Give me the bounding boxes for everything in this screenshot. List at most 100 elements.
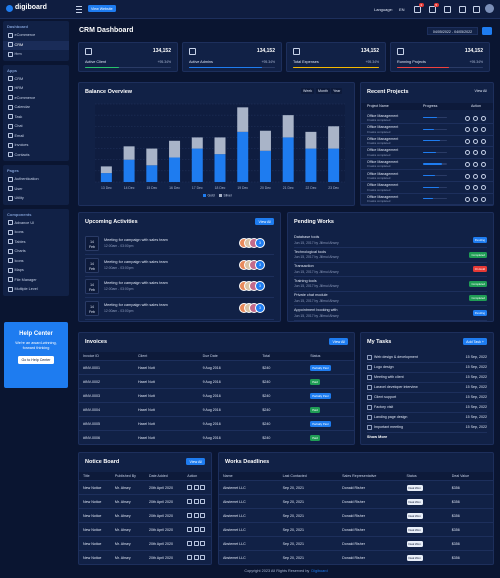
view-all-button[interactable]: View All [186, 458, 205, 465]
topbar-icon[interactable] [429, 5, 436, 13]
action-icon[interactable] [200, 527, 206, 532]
action-icon[interactable] [465, 161, 470, 167]
sidebar-item[interactable]: CRM [3, 75, 69, 85]
task-checkbox[interactable] [367, 365, 372, 370]
action-icon[interactable] [473, 173, 478, 179]
action-icon[interactable] [481, 185, 486, 191]
sidebar-item[interactable]: Hrm [3, 50, 69, 60]
period-tab[interactable]: Week [301, 88, 315, 94]
action-icon[interactable] [481, 161, 486, 167]
task-checkbox[interactable] [367, 425, 372, 430]
view-all-button[interactable]: View All [255, 218, 274, 225]
action-icon[interactable] [465, 173, 470, 179]
language[interactable]: EN [399, 6, 405, 12]
sidebar-item[interactable]: Utility [3, 194, 69, 204]
calendar-button[interactable] [482, 27, 492, 35]
action-icon[interactable] [473, 196, 478, 202]
show-more-link[interactable]: Show More [367, 435, 388, 439]
help-button[interactable]: Go to Help Center [17, 356, 55, 364]
topbar-icon[interactable] [473, 5, 480, 13]
action-icon[interactable] [200, 485, 206, 490]
action-icon[interactable] [481, 173, 486, 179]
action-icon[interactable] [465, 150, 470, 156]
action-icon[interactable] [465, 196, 470, 202]
menu-toggle[interactable] [76, 6, 82, 13]
action-icon[interactable] [200, 555, 206, 561]
action-icon[interactable] [465, 138, 470, 144]
action-icon[interactable] [481, 115, 486, 121]
action-icon[interactable] [187, 485, 193, 490]
action-icon[interactable] [481, 196, 486, 202]
sidebar-item[interactable]: eCommerce [3, 31, 69, 41]
sidebar-item[interactable]: Maps [3, 266, 69, 276]
sidebar-item[interactable]: Advance UI [3, 219, 69, 229]
sidebar-item[interactable]: Invoices [3, 141, 69, 151]
task-checkbox[interactable] [367, 355, 372, 360]
action-icon[interactable] [187, 499, 193, 504]
action-icon[interactable] [187, 513, 193, 518]
view-all-button[interactable]: View All [329, 338, 348, 345]
task-checkbox[interactable] [367, 375, 372, 380]
sidebar-item[interactable]: File Manager [3, 276, 69, 286]
work-meta: Jun 15, 2017 by Jiilmul Ahsey [294, 313, 339, 318]
action-icon[interactable] [473, 185, 478, 191]
topbar-icon[interactable] [459, 5, 466, 13]
action-icon[interactable] [473, 150, 478, 156]
action-icon[interactable] [465, 185, 470, 191]
action-icon[interactable] [473, 138, 478, 144]
sidebar-item[interactable]: Chat [3, 122, 69, 132]
action-icon[interactable] [481, 127, 486, 133]
action-icon[interactable] [473, 115, 478, 121]
sidebar-item[interactable]: HRM [3, 84, 69, 94]
action-icon[interactable] [465, 127, 470, 133]
action-icon[interactable] [193, 513, 199, 518]
sidebar-item[interactable]: Icons [3, 257, 69, 267]
task-checkbox[interactable] [367, 415, 372, 420]
view-all-link[interactable]: View All [474, 89, 487, 93]
table-row: #INV-0002 Haxel Nutt 9 Aug 2016 $240 Paid [79, 374, 354, 389]
action-icon[interactable] [481, 138, 486, 144]
date-range[interactable]: 04/05/2022 - 04/05/2022 [427, 27, 478, 35]
action-icon[interactable] [187, 527, 193, 532]
table-cell: Mr. Ahsey [110, 480, 145, 495]
sidebar-item[interactable]: Authentication [3, 175, 69, 185]
action-icon[interactable] [193, 485, 199, 490]
topbar-icon[interactable] [444, 5, 451, 13]
view-website-button[interactable]: View Website [88, 5, 116, 12]
action-icon[interactable] [200, 513, 206, 518]
task-checkbox[interactable] [367, 405, 372, 410]
action-icon[interactable] [200, 541, 206, 546]
action-icon[interactable] [200, 499, 206, 504]
action-icon[interactable] [187, 555, 193, 561]
action-icon[interactable] [187, 541, 193, 546]
work-title: Training tools [294, 278, 317, 283]
sidebar-item[interactable]: CRM [3, 40, 69, 50]
action-icon[interactable] [193, 499, 199, 504]
action-icon[interactable] [193, 555, 199, 561]
sidebar-item[interactable]: Calendar [3, 103, 69, 113]
task-checkbox[interactable] [367, 385, 372, 390]
action-icon[interactable] [481, 150, 486, 156]
action-icon[interactable] [193, 541, 199, 546]
sidebar-item[interactable]: Email [3, 132, 69, 142]
sidebar-item[interactable]: Multiple Level [3, 285, 69, 295]
topbar-icon[interactable] [414, 5, 421, 13]
period-tab[interactable]: Year [331, 88, 343, 94]
sidebar-item[interactable]: User [3, 185, 69, 195]
add-task-button[interactable]: Add Task + [463, 338, 487, 345]
sidebar-item[interactable]: Contacts [3, 151, 69, 161]
footer-brand[interactable]: Digiboard [311, 569, 328, 573]
period-tab[interactable]: Month [316, 88, 330, 94]
sidebar-item[interactable]: Icons [3, 228, 69, 238]
action-icon[interactable] [473, 161, 478, 167]
sidebar-item[interactable]: eCommerce [3, 94, 69, 104]
sidebar-item[interactable]: Charts [3, 247, 69, 257]
action-icon[interactable] [473, 127, 478, 133]
sidebar-item[interactable]: Task [3, 113, 69, 123]
brand[interactable]: digiboard [15, 4, 47, 11]
sidebar-item[interactable]: Tables [3, 238, 69, 248]
user-avatar[interactable] [485, 4, 494, 13]
action-icon[interactable] [465, 115, 470, 121]
action-icon[interactable] [193, 527, 199, 532]
task-checkbox[interactable] [367, 395, 372, 400]
